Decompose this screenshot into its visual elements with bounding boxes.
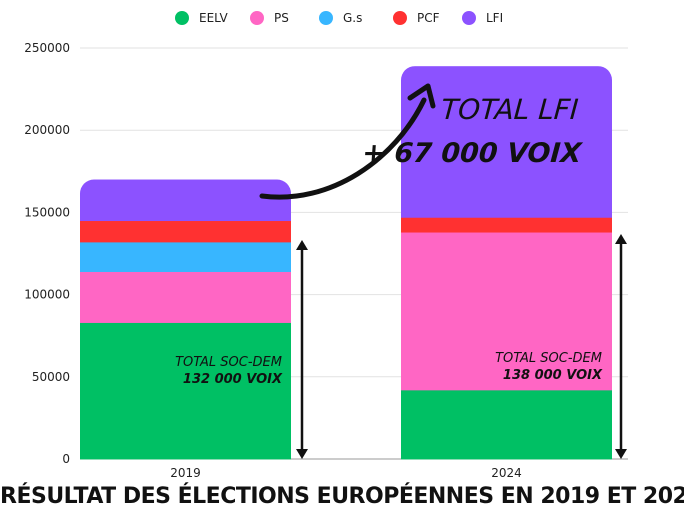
annotation-socdem-2019-value: 132 000 VOIX — [183, 372, 283, 387]
socdem-2024-double-arrow — [615, 234, 627, 459]
bar-segment-eelv-2019 — [80, 322, 291, 460]
x-axis: 2019 2024 — [170, 466, 522, 480]
annotation-lfi-label: TOTAL LFI — [440, 93, 580, 126]
legend-label: PS — [274, 11, 289, 25]
legend-label: G.s — [343, 11, 362, 25]
legend-item-lfi: LFI — [462, 11, 503, 25]
legend-swatch — [319, 11, 333, 25]
annotation-lfi-value: + 67 000 VOIX — [361, 138, 583, 169]
bar-segment-pcf-2019 — [80, 220, 291, 243]
bar-segment-lfi-2019 — [80, 179, 291, 222]
annotation-socdem-2024-value: 138 000 VOIX — [503, 368, 603, 383]
y-tick-label: 0 — [62, 452, 70, 466]
bar-segment-ps-2024 — [401, 232, 612, 391]
bar-stack-2019 — [80, 179, 291, 460]
bar-segment-eelv-2024 — [401, 389, 612, 460]
annotation-socdem-2024-label: TOTAL SOC-DEM — [495, 351, 602, 366]
bar-segment-ps-2019 — [80, 271, 291, 323]
bar-segment-lfi-2024 — [401, 66, 612, 218]
legend-item-g-s: G.s — [319, 11, 362, 25]
y-tick-label: 100000 — [24, 288, 70, 302]
annotations: TOTAL SOC-DEM 132 000 VOIX TOTAL SOC-DEM… — [175, 83, 627, 459]
stacked-bar-chart: EELV PS G.s PCF LFI 0 50000 100000 150000 200000… — [24, 11, 628, 480]
legend-label: EELV — [199, 11, 229, 25]
legend-label: PCF — [417, 11, 440, 25]
x-tick-label: 2019 — [170, 466, 201, 480]
legend-item-ps: PS — [250, 11, 289, 25]
annotation-socdem-2019-label: TOTAL SOC-DEM — [175, 355, 282, 370]
legend-item-eelv: EELV — [175, 11, 229, 25]
y-tick-label: 200000 — [24, 123, 70, 137]
y-tick-label: 150000 — [24, 205, 70, 219]
socdem-2019-double-arrow — [296, 240, 308, 459]
legend-swatch — [175, 11, 189, 25]
legend-swatch — [462, 11, 476, 25]
legend-swatch — [393, 11, 407, 25]
y-tick-label: 50000 — [32, 370, 70, 384]
bar-segment-pcf-2024 — [401, 217, 612, 233]
x-tick-label: 2024 — [491, 466, 522, 480]
legend-label: LFI — [486, 11, 503, 25]
bar-stack-2024 — [401, 66, 612, 460]
chart-title: RÉSULTAT DES ÉLECTIONS EUROPÉENNES EN 20… — [0, 484, 684, 509]
y-tick-label: 250000 — [24, 41, 70, 55]
legend-item-pcf: PCF — [393, 11, 440, 25]
bars — [80, 66, 612, 460]
y-axis: 0 50000 100000 150000 200000 250000 — [24, 41, 70, 466]
legend-swatch — [250, 11, 264, 25]
legend: EELV PS G.s PCF LFI — [175, 11, 503, 25]
bar-segment-g-s-2019 — [80, 241, 291, 272]
lfi-growth-arrow — [259, 83, 436, 200]
